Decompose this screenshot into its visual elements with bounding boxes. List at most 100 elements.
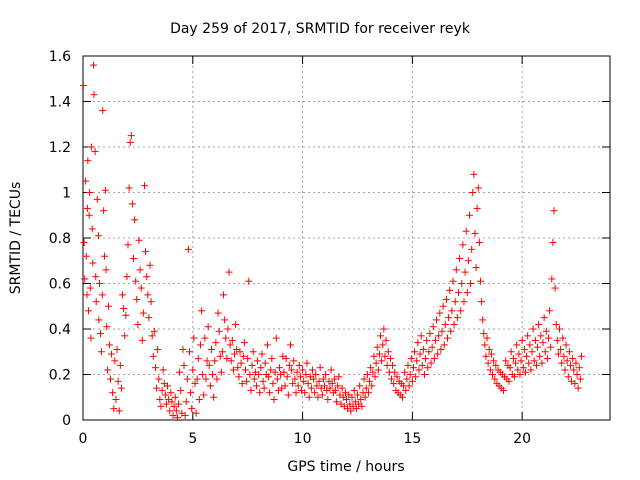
data-point: [373, 343, 381, 351]
data-point: [403, 375, 411, 383]
y-tick-label: 1: [62, 186, 71, 202]
y-tick-label: 1.4: [49, 95, 71, 111]
data-point: [405, 382, 413, 390]
data-point: [398, 393, 406, 401]
data-point: [518, 336, 526, 344]
data-point: [300, 377, 308, 385]
data-point: [104, 366, 112, 374]
data-point: [213, 375, 221, 383]
y-tick-label: 0: [62, 413, 71, 429]
data-point: [512, 359, 520, 367]
data-point: [191, 380, 199, 388]
data-point: [446, 286, 454, 294]
data-point: [352, 405, 360, 413]
data-point: [209, 371, 217, 378]
data-point: [322, 371, 330, 378]
data-point: [228, 336, 236, 344]
data-point: [509, 355, 517, 363]
data-point: [479, 316, 487, 324]
data-point: [530, 357, 538, 365]
data-point: [276, 364, 284, 372]
data-point: [461, 268, 469, 276]
data-point: [85, 211, 93, 219]
data-point: [175, 400, 183, 408]
data-point: [98, 291, 106, 299]
data-point: [81, 275, 89, 283]
data-point: [480, 330, 488, 338]
data-point: [173, 414, 181, 422]
data-point: [314, 393, 322, 401]
data-point: [290, 357, 298, 365]
data-point: [156, 396, 164, 404]
data-point: [93, 195, 101, 203]
data-point: [198, 307, 206, 315]
data-point: [243, 377, 251, 385]
data-point: [166, 407, 174, 415]
data-point: [381, 352, 389, 360]
data-point: [215, 327, 223, 335]
data-point: [212, 339, 220, 347]
data-point: [99, 107, 107, 115]
data-point: [431, 336, 439, 344]
data-point: [82, 177, 90, 185]
x-tick-label: 5: [188, 431, 197, 447]
data-point: [138, 336, 146, 344]
data-point: [223, 355, 231, 363]
data-point: [103, 323, 111, 331]
data-point: [456, 254, 464, 262]
data-point: [143, 273, 151, 281]
data-point: [471, 229, 479, 237]
data-point: [293, 368, 301, 376]
data-point: [254, 357, 262, 365]
data-point: [378, 357, 386, 365]
data-point: [210, 393, 218, 401]
data-point: [555, 325, 563, 333]
data-point: [149, 352, 157, 360]
data-point: [406, 371, 414, 378]
data-point: [137, 284, 145, 292]
data-point: [109, 389, 117, 397]
data-point: [124, 241, 132, 249]
data-point: [438, 327, 446, 335]
data-point: [357, 396, 365, 404]
data-point: [546, 307, 554, 315]
data-point: [371, 373, 379, 381]
data-point: [184, 245, 192, 253]
data-point: [167, 389, 175, 397]
data-point: [246, 371, 254, 378]
data-point: [148, 332, 156, 340]
data-point: [113, 345, 121, 353]
data-point: [481, 341, 489, 349]
data-point: [384, 348, 392, 356]
data-point: [353, 391, 361, 399]
y-tick-label: 0.2: [49, 368, 71, 384]
data-point: [185, 348, 193, 356]
data-point: [472, 264, 480, 272]
data-point: [190, 334, 198, 342]
data-point: [491, 375, 499, 383]
data-point: [375, 350, 383, 358]
data-point: [566, 361, 574, 369]
data-point: [266, 389, 274, 397]
data-point: [402, 386, 410, 394]
data-point: [453, 314, 461, 322]
data-point: [368, 382, 376, 390]
data-point: [216, 352, 224, 360]
data-point: [245, 277, 253, 285]
data-point: [92, 298, 100, 306]
data-point: [125, 184, 133, 192]
data-points-layer: [79, 61, 585, 422]
data-point: [412, 373, 420, 381]
data-point: [261, 359, 269, 367]
data-point: [183, 375, 191, 383]
data-point: [452, 266, 460, 274]
data-point: [515, 350, 523, 358]
data-point: [241, 366, 249, 374]
data-point: [114, 377, 122, 385]
data-point: [258, 350, 266, 358]
data-point: [304, 380, 312, 388]
data-point: [294, 382, 302, 390]
data-point: [86, 189, 94, 196]
data-point: [301, 389, 309, 397]
data-point: [557, 345, 565, 353]
